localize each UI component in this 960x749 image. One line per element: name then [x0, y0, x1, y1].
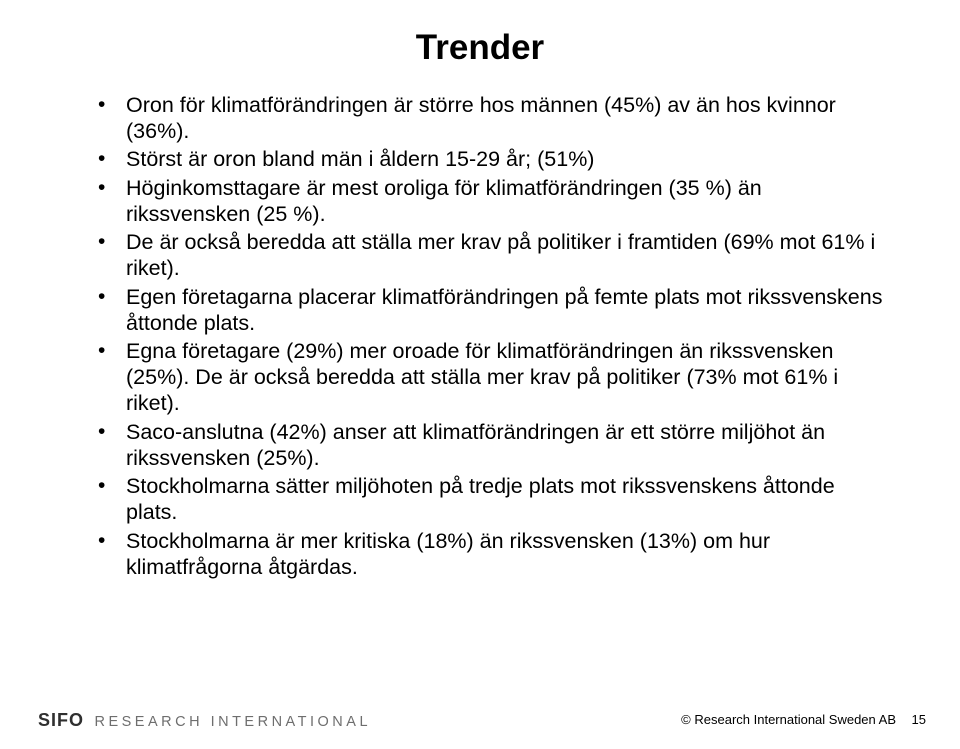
list-item: Egen företagarna placerar klimatförändri… — [98, 284, 890, 336]
list-item: Egna företagare (29%) mer oroade för kli… — [98, 338, 890, 417]
list-item: Oron för klimatförändringen är större ho… — [98, 92, 890, 144]
list-item: Höginkomsttagare är mest oroliga för kli… — [98, 175, 890, 227]
logo-research-text: RESEARCH INTERNATIONAL — [94, 714, 371, 730]
list-item: Störst är oron bland män i åldern 15-29 … — [98, 146, 890, 172]
page-title: Trender — [70, 28, 890, 68]
copyright-text: © Research International Sweden AB — [681, 712, 896, 727]
logo: SIFO RESEARCH INTERNATIONAL — [38, 710, 371, 731]
page-number: 15 — [912, 712, 926, 727]
list-item: Saco-anslutna (42%) anser att klimatförä… — [98, 419, 890, 471]
bullet-list: Oron för klimatförändringen är större ho… — [70, 92, 890, 580]
list-item: Stockholmarna är mer kritiska (18%) än r… — [98, 528, 890, 580]
list-item: De är också beredda att ställa mer krav … — [98, 229, 890, 281]
list-item: Stockholmarna sätter miljöhoten på tredj… — [98, 473, 890, 525]
logo-sifo-text: SIFO — [38, 710, 84, 731]
